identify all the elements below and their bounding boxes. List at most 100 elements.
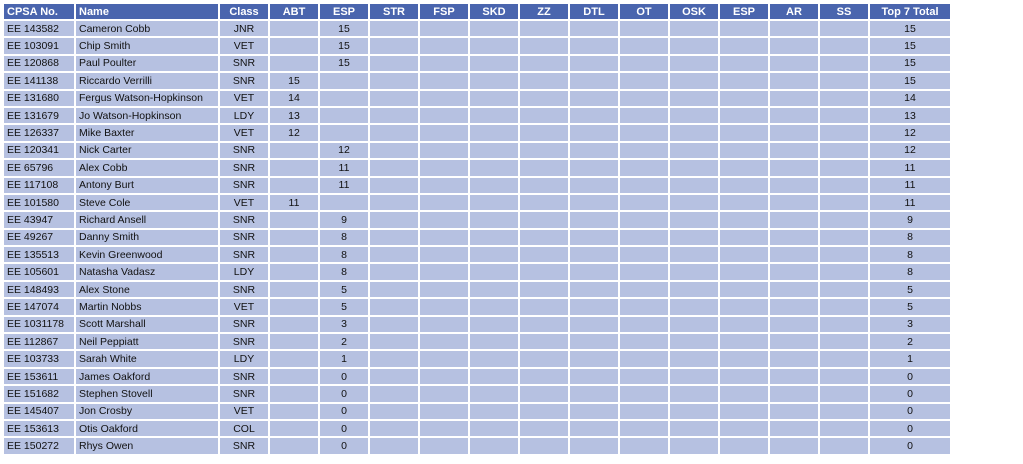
table-cell [320, 107, 368, 124]
table-cell [420, 107, 468, 124]
table-cell: SNR [220, 55, 268, 72]
table-cell [720, 160, 768, 176]
table-cell [470, 229, 518, 246]
table-cell: SNR [220, 212, 268, 228]
table-cell [720, 316, 768, 333]
table-cell: EE 153611 [4, 368, 74, 385]
table-cell: Mike Baxter [76, 125, 218, 141]
table-cell [620, 90, 668, 106]
table-cell [470, 142, 518, 159]
table-cell: Stephen Stovell [76, 386, 218, 402]
table-cell [270, 316, 318, 333]
table-cell: 15 [870, 55, 950, 72]
table-row: EE 126337 Mike Baxter VET 12 12 [4, 125, 950, 141]
table-cell [420, 264, 468, 280]
table-cell: SNR [220, 386, 268, 402]
table-cell [670, 281, 718, 298]
table-cell [770, 264, 818, 280]
table-cell [470, 73, 518, 89]
table-cell [770, 160, 818, 176]
table-cell [320, 194, 368, 211]
table-cell [720, 107, 768, 124]
table-cell [570, 386, 618, 402]
table-cell [620, 316, 668, 333]
table-cell [570, 299, 618, 315]
table-cell [520, 264, 568, 280]
table-cell [820, 299, 868, 315]
table-cell [670, 264, 718, 280]
table-cell: EE 120868 [4, 55, 74, 72]
table-cell [570, 420, 618, 437]
table-cell: James Oakford [76, 368, 218, 385]
table-cell: LDY [220, 351, 268, 367]
table-cell: 15 [870, 21, 950, 37]
table-cell [520, 334, 568, 350]
table-cell [570, 247, 618, 263]
table-cell: Riccardo Verrilli [76, 73, 218, 89]
table-cell: VET [220, 38, 268, 54]
table-cell [420, 386, 468, 402]
table-cell: SNR [220, 229, 268, 246]
table-cell [820, 438, 868, 454]
table-cell [270, 334, 318, 350]
table-cell [670, 107, 718, 124]
table-cell [470, 281, 518, 298]
table-cell [720, 55, 768, 72]
table-cell: 11 [320, 177, 368, 193]
table-cell: 8 [870, 247, 950, 263]
table-cell [370, 125, 418, 141]
table-cell [770, 38, 818, 54]
results-table: CPSA No. Name Class ABT ESP STR FSP SKD ZZ DTL OT O… [2, 2, 952, 456]
column-header: DTL [570, 4, 618, 19]
column-header: Name [76, 4, 218, 19]
table-cell [420, 194, 468, 211]
table-cell: VET [220, 90, 268, 106]
table-cell [720, 229, 768, 246]
table-cell [370, 55, 418, 72]
table-row: EE 131679 Jo Watson-Hopkinson LDY 13 13 [4, 107, 950, 124]
table-cell [820, 229, 868, 246]
table-cell [420, 229, 468, 246]
table-cell [570, 212, 618, 228]
table-cell: COL [220, 420, 268, 437]
table-cell [570, 194, 618, 211]
table-cell [470, 38, 518, 54]
table-cell [370, 368, 418, 385]
table-cell [820, 386, 868, 402]
table-cell [420, 368, 468, 385]
table-cell: 12 [870, 125, 950, 141]
table-cell [720, 194, 768, 211]
table-cell [720, 403, 768, 419]
table-cell: 0 [870, 403, 950, 419]
table-cell [420, 438, 468, 454]
table-cell [570, 281, 618, 298]
table-cell: 0 [320, 368, 368, 385]
column-header: SKD [470, 4, 518, 19]
table-cell [820, 38, 868, 54]
table-cell: 13 [270, 107, 318, 124]
table-cell: 0 [320, 386, 368, 402]
table-cell: 0 [870, 438, 950, 454]
table-cell [370, 194, 418, 211]
table-cell [420, 160, 468, 176]
table-cell [720, 264, 768, 280]
table-cell [270, 368, 318, 385]
table-cell [570, 21, 618, 37]
table-cell: EE 131680 [4, 90, 74, 106]
table-cell [770, 55, 818, 72]
table-cell [820, 21, 868, 37]
table-cell [520, 55, 568, 72]
table-cell: Natasha Vadasz [76, 264, 218, 280]
table-cell [420, 403, 468, 419]
table-cell [770, 334, 818, 350]
table-cell: VET [220, 125, 268, 141]
table-cell [370, 21, 418, 37]
table-cell [820, 264, 868, 280]
table-cell: LDY [220, 107, 268, 124]
table-cell: EE 103733 [4, 351, 74, 367]
table-cell [520, 420, 568, 437]
column-header: Class [220, 4, 268, 19]
table-cell [470, 386, 518, 402]
table-cell: 15 [870, 73, 950, 89]
table-cell [620, 73, 668, 89]
